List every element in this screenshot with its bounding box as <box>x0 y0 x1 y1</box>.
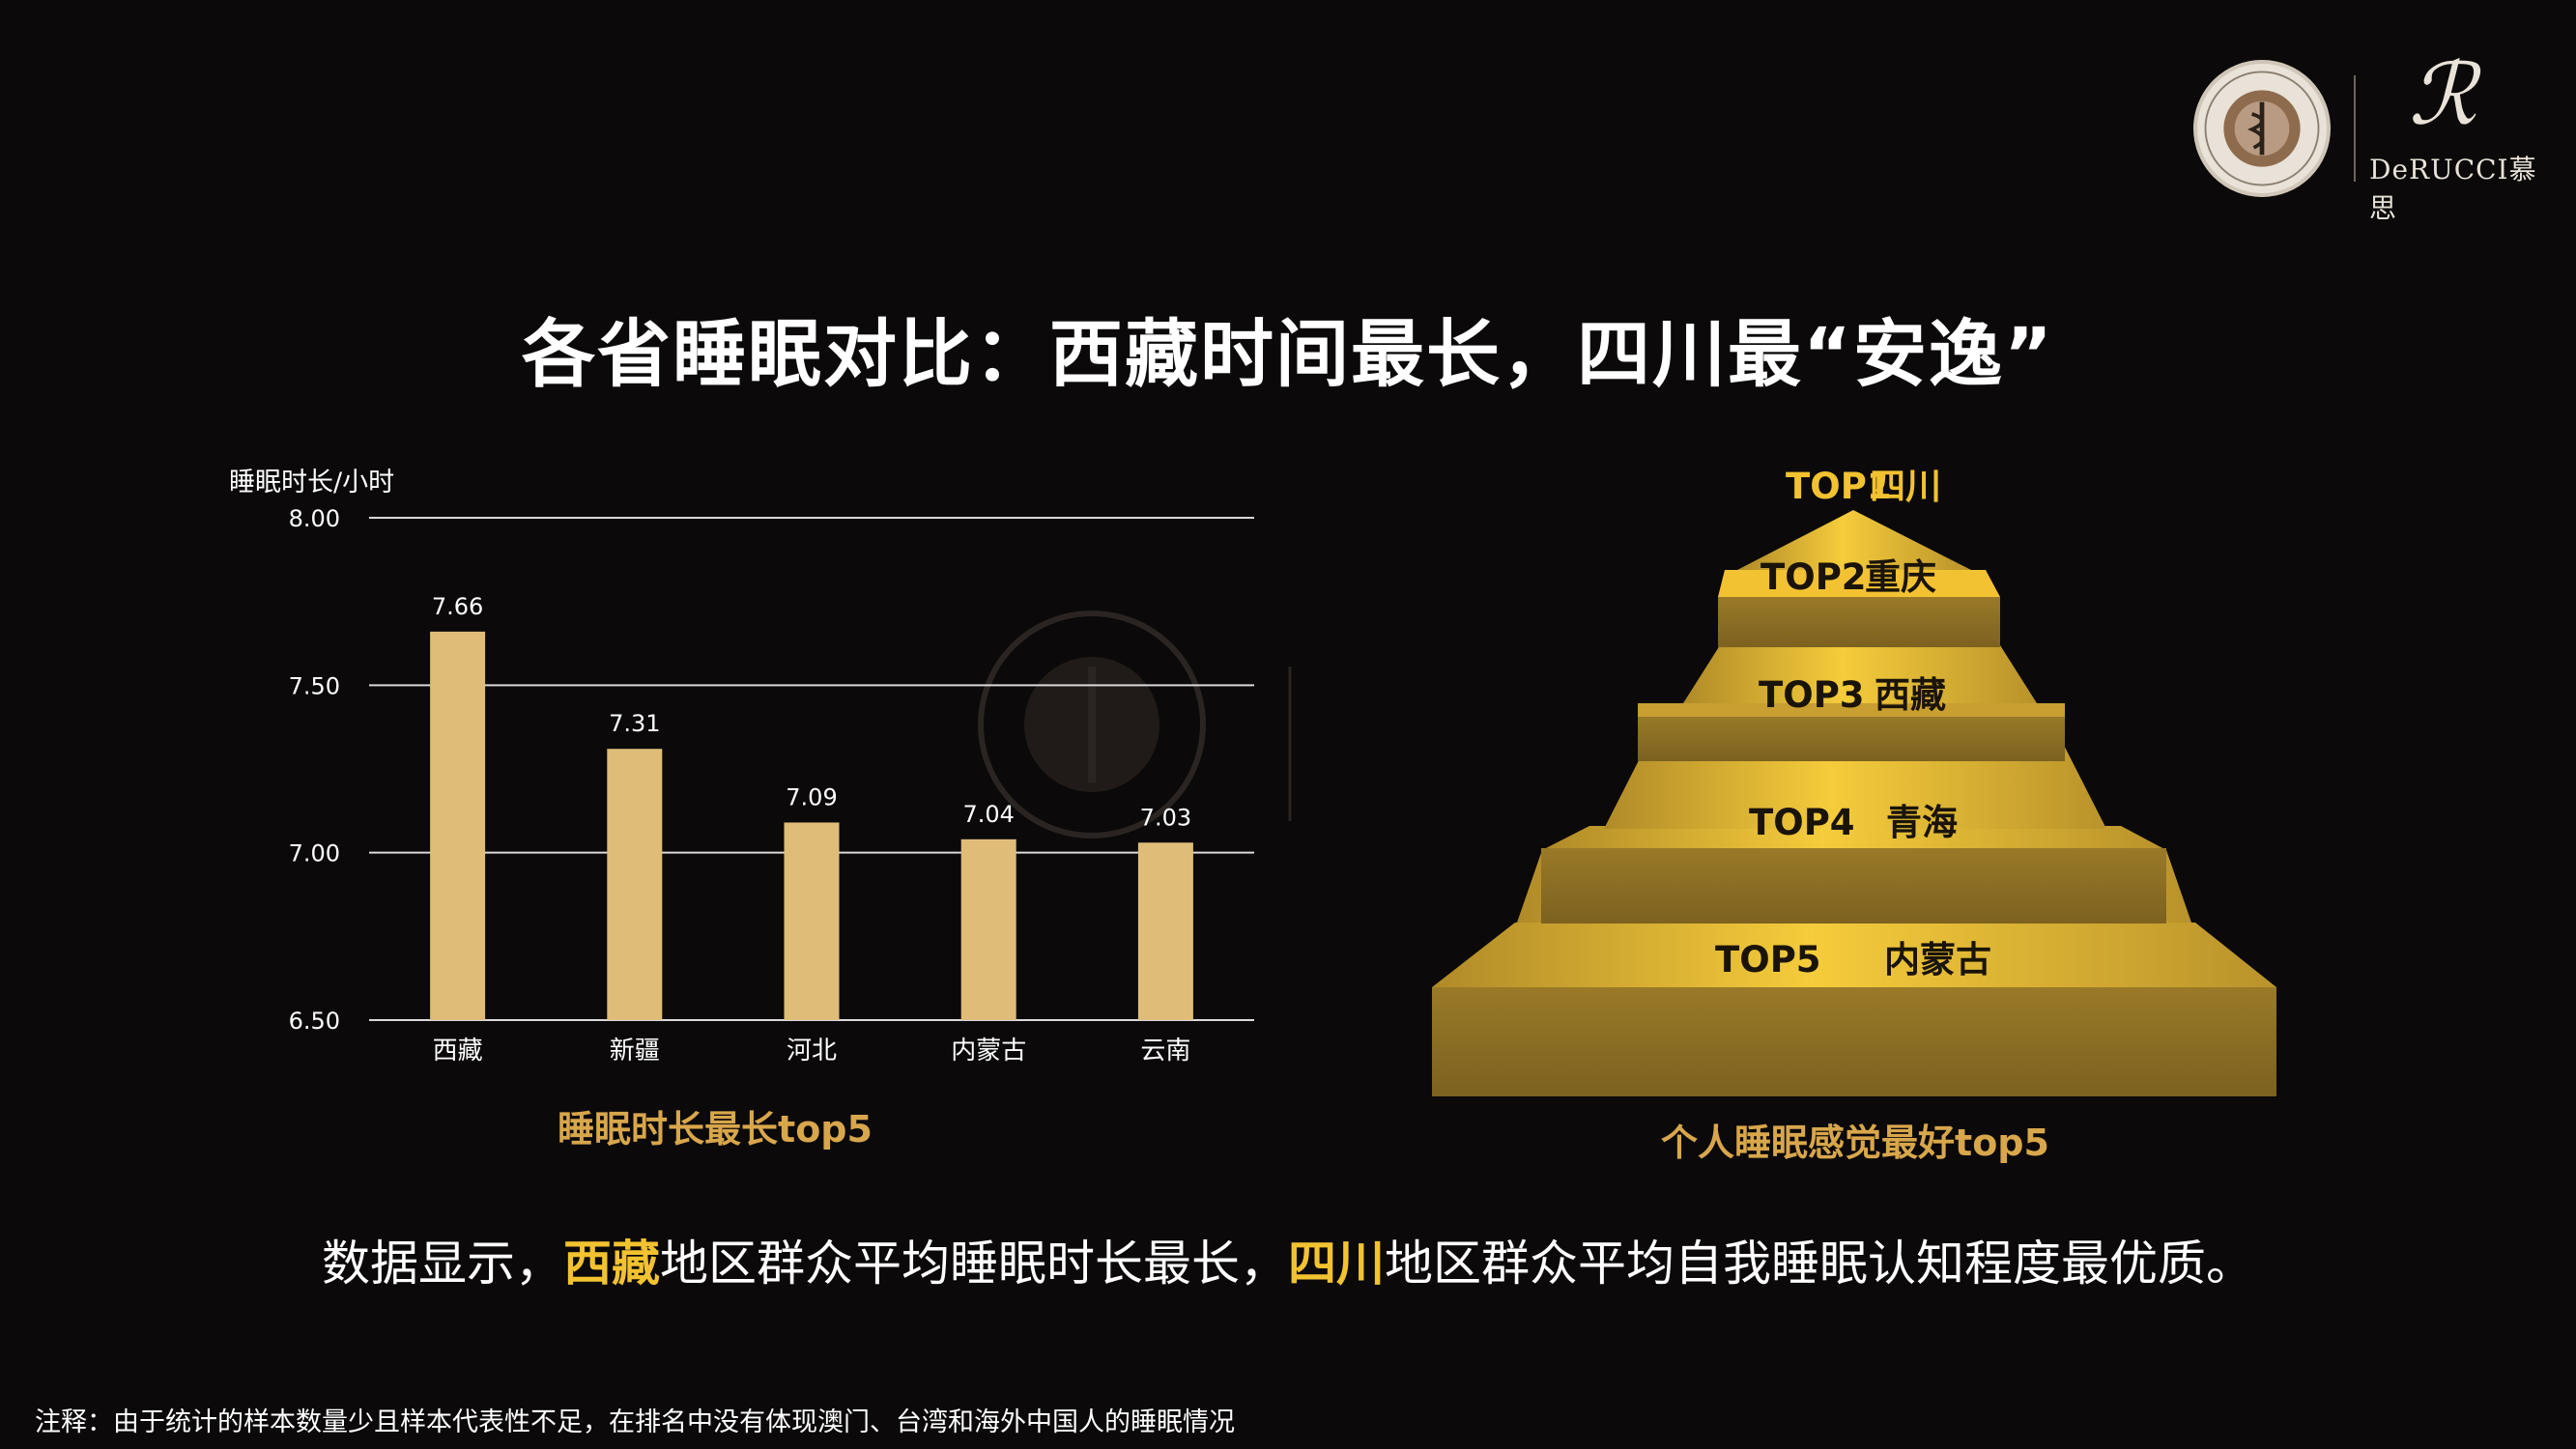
pyramid-tier-5 <box>1432 923 2276 1096</box>
pyramid-province-label: 西藏 <box>1875 674 1946 716</box>
bar <box>430 631 486 1020</box>
summary-part-3: 地区群众平均自我睡眠认知程度最优质。 <box>1385 1236 2254 1292</box>
y-axis-title: 睡眠时长/小时 <box>229 468 394 497</box>
pyramid-rank-label: TOP2 <box>1760 556 1867 598</box>
data-label: 7.09 <box>786 783 837 810</box>
logo-divider <box>2354 75 2356 182</box>
x-tick-label: 云南 <box>1140 1037 1190 1065</box>
bar <box>1137 842 1193 1020</box>
data-label: 7.66 <box>432 593 483 620</box>
bar <box>784 822 840 1020</box>
data-label: 7.04 <box>962 801 1014 828</box>
x-tick-label: 西藏 <box>433 1037 483 1065</box>
pyramid-caption: 个人睡眠感觉最好top5 <box>1661 1122 2049 1164</box>
summary-text: 数据显示，西藏地区群众平均睡眠时长最长，四川地区群众平均自我睡眠认知程度最优质。 <box>0 1225 2576 1294</box>
y-tick-label: 7.00 <box>289 840 340 867</box>
pyramid-province-label: 青海 <box>1886 802 1958 843</box>
data-label: 7.31 <box>609 710 660 737</box>
pyramid-rank-label: TOP4 <box>1749 802 1855 843</box>
bar-chart-caption: 睡眠时长最长top5 <box>558 1108 873 1151</box>
pyramid-province-label: 重庆 <box>1865 556 1936 598</box>
page-title: 各省睡眠对比：西藏时间最长，四川最“安逸” <box>522 311 2054 397</box>
pyramid-rank-label: TOP5 <box>1715 939 1821 980</box>
pyramid-province-label: 四川 <box>1870 466 1941 507</box>
brand-monogram-logo: ℛ <box>2408 44 2477 144</box>
x-tick-label: 河北 <box>787 1037 837 1065</box>
research-society-seal-logo <box>2193 60 2331 197</box>
y-tick-label: 7.50 <box>289 672 340 699</box>
pyramid-tier-3 <box>1604 703 2106 829</box>
summary-part-2: 地区群众平均睡眠时长最长， <box>660 1236 1288 1292</box>
footnote: 注释：由于统计的样本数量少且样本代表性不足，在排名中没有体现澳门、台湾和海外中国… <box>35 1407 1235 1437</box>
y-tick-label: 8.00 <box>289 505 340 532</box>
pyramid-province-label: 内蒙古 <box>1884 939 1991 980</box>
x-tick-label: 内蒙古 <box>951 1037 1026 1065</box>
y-tick-label: 6.50 <box>289 1008 340 1035</box>
summary-part-1: 数据显示， <box>322 1236 563 1292</box>
data-label: 7.03 <box>1140 804 1191 831</box>
brand-logo: DeRUCCI慕思 <box>2369 154 2537 224</box>
sleep-duration-bar-chart: 6.50 7.00 7.50 8.00 7.66 西藏 7.31 新疆 7.09 河北 7.04 内蒙… <box>229 468 1292 1151</box>
pyramid-tier-2 <box>1683 597 2037 703</box>
summary-highlight-sichuan: 四川 <box>1288 1236 1385 1292</box>
pyramid-tier-4 <box>1517 826 2191 923</box>
summary-highlight-tibet: 西藏 <box>563 1236 660 1292</box>
pyramid-rank-label: TOP1 <box>1786 466 1892 507</box>
pyramid-rank-label: TOP3 <box>1759 674 1865 716</box>
bar <box>960 838 1016 1020</box>
pyramid-tier-1 <box>1718 510 2000 597</box>
bar <box>607 749 663 1020</box>
x-tick-label: 新疆 <box>610 1037 660 1065</box>
